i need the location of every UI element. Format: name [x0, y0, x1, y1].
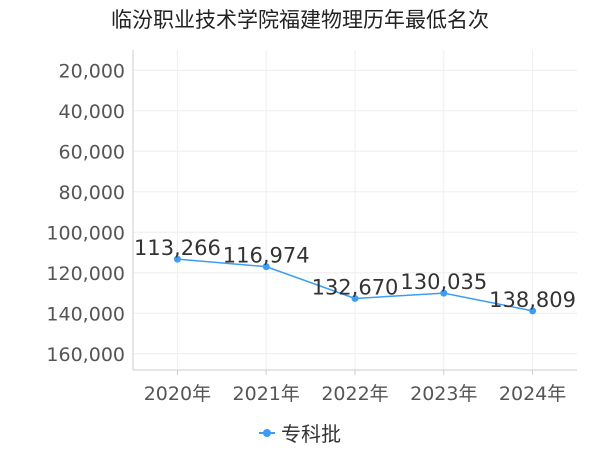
legend-label: 专科批: [281, 422, 341, 446]
x-tick-label: 2024年: [499, 383, 566, 405]
legend[interactable]: 专科批: [0, 418, 600, 447]
y-tick-label: 160,000: [46, 344, 125, 366]
data-point: [351, 294, 359, 302]
data-point: [173, 255, 181, 263]
x-tick-label: 2021年: [233, 383, 300, 405]
y-tick-label: 140,000: [46, 303, 125, 325]
y-tick-label: 40,000: [59, 101, 125, 123]
x-tick-label: 2020年: [144, 383, 211, 405]
series-layer: [173, 255, 537, 315]
y-tick-label: 80,000: [59, 182, 125, 204]
chart-title: 临汾职业技术学院福建物理历年最低名次: [111, 8, 489, 32]
y-tick-label: 60,000: [59, 141, 125, 163]
axes: 20,000 40,000 60,000 80,000 100,000 120,000 14…: [46, 50, 577, 405]
data-label: 130,035: [400, 270, 487, 294]
data-label: 113,266: [134, 236, 221, 260]
data-label: 138,809: [489, 288, 576, 312]
data-point: [529, 307, 537, 315]
data-label: 116,974: [223, 244, 310, 268]
data-point: [440, 289, 448, 297]
x-tick-label: 2022年: [321, 383, 388, 405]
legend-marker-icon: [259, 427, 275, 439]
data-label: 132,670: [312, 275, 399, 299]
y-tick-label: 100,000: [46, 222, 125, 244]
y-tick-label: 20,000: [59, 60, 125, 82]
grid: [133, 50, 577, 370]
data-point: [262, 263, 270, 271]
y-tick-label: 120,000: [46, 263, 125, 285]
x-tick-label: 2023年: [410, 383, 477, 405]
